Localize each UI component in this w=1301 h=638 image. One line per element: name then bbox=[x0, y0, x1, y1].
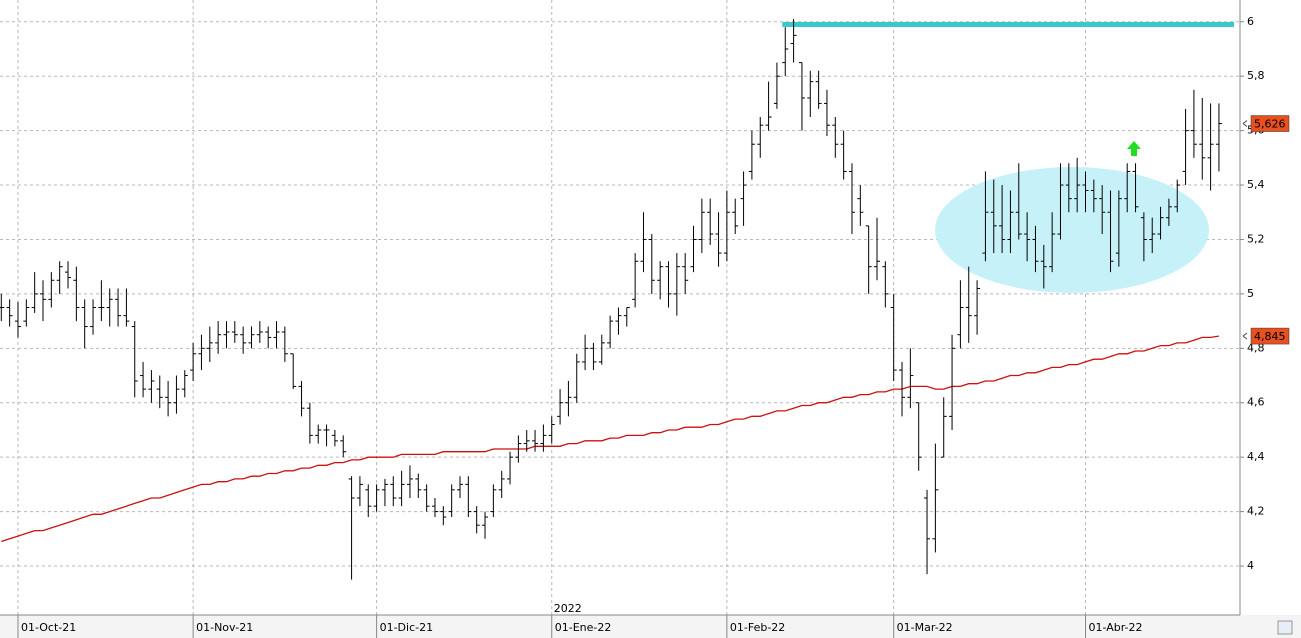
x-tick-label: 01-Ene-22 bbox=[555, 621, 612, 634]
grid-layer bbox=[0, 0, 1240, 615]
x-tick-label: 01-Mar-22 bbox=[897, 621, 953, 634]
x-tick-label: 01-Abr-22 bbox=[1089, 621, 1143, 634]
y-tick-label: 4,2 bbox=[1247, 505, 1265, 518]
last-value-box bbox=[1250, 115, 1290, 132]
year-label: 2022 bbox=[554, 602, 582, 615]
corner-icon[interactable] bbox=[1277, 620, 1293, 635]
up-arrow bbox=[1127, 141, 1141, 156]
y-tick-label: 5,8 bbox=[1247, 69, 1265, 82]
highlight-ellipse bbox=[935, 167, 1209, 293]
x-tick-label: 01-Oct-21 bbox=[21, 621, 76, 634]
y-tick-label: 6 bbox=[1247, 15, 1254, 28]
last-value-pointer bbox=[1242, 332, 1248, 340]
moving-average-line bbox=[1, 335, 1220, 543]
x-axis-panel bbox=[0, 615, 1301, 638]
last-value-pointer bbox=[1242, 120, 1248, 127]
y-tick-label: 5,2 bbox=[1247, 232, 1265, 245]
marks-layer bbox=[0, 19, 1234, 580]
y-tick-label: 5 bbox=[1247, 287, 1254, 300]
y-axis-panel bbox=[1240, 0, 1301, 615]
x-tick-label: 01-Nov-21 bbox=[196, 621, 253, 634]
y-tick-label: 5,4 bbox=[1247, 178, 1265, 191]
x-tick-label: 01-Dic-21 bbox=[380, 621, 434, 634]
last-value-box bbox=[1250, 327, 1290, 345]
axes-layer: 44,24,44,64,855,25,45,65,8601-Oct-2101-N… bbox=[17, 15, 1265, 638]
x-tick-label: 01-Feb-22 bbox=[730, 621, 785, 634]
last-value-label: 5,626 bbox=[1254, 118, 1286, 131]
y-tick-label: 4,6 bbox=[1247, 396, 1265, 409]
y-tick-label: 4 bbox=[1247, 559, 1254, 572]
y-tick-label: 4,4 bbox=[1247, 450, 1265, 463]
y-tick-label: 4,8 bbox=[1247, 341, 1265, 354]
last-value-label: 4,845 bbox=[1254, 330, 1286, 343]
